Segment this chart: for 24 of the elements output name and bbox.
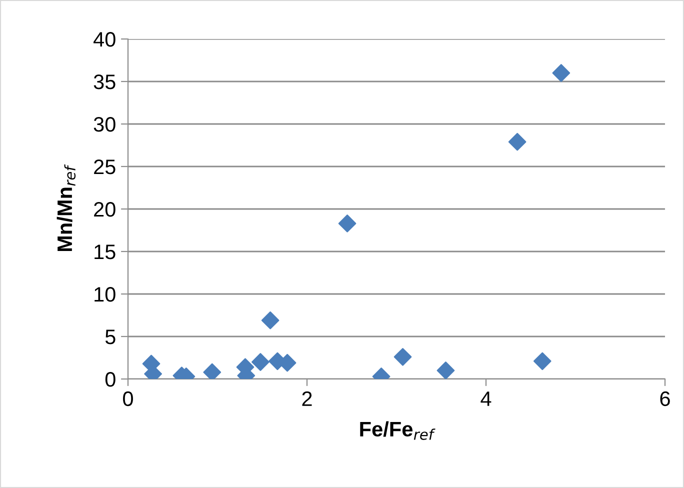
point <box>436 362 455 379</box>
point <box>261 311 280 330</box>
y-tick-label: 40 <box>94 32 116 47</box>
x-tick-label: 2 <box>302 391 312 406</box>
x-tick-label: 4 <box>480 392 492 406</box>
point <box>203 363 222 379</box>
y-tick-label: 20 <box>94 202 116 217</box>
x-tick-label: 0 <box>123 391 133 406</box>
y-tick-label: 10 <box>94 287 116 302</box>
y-tick-label: 5 <box>105 330 116 344</box>
y-tick-label: 0 <box>105 372 116 387</box>
x-tick-label: 6 <box>660 391 670 406</box>
point <box>338 214 356 232</box>
y-tick-label: 35 <box>94 74 116 90</box>
point <box>508 132 526 151</box>
point <box>394 348 412 366</box>
y-tick-label: 25 <box>94 160 116 174</box>
point <box>533 352 552 370</box>
y-tick-label: 30 <box>94 117 116 132</box>
y-tick-label: 15 <box>94 244 116 260</box>
y-axis-title: Mn/Mn$_{ref}$ <box>56 164 76 252</box>
x-axis-title: Fe/Fe$_{ref}$ <box>360 421 436 440</box>
point <box>252 353 270 371</box>
point <box>552 64 570 82</box>
